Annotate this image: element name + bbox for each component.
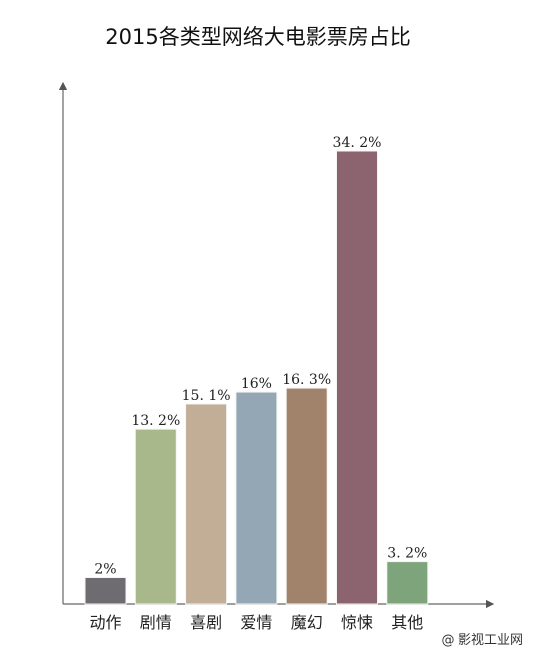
bar-6 [336, 150, 378, 605]
value-label-5: 16. 3% [282, 372, 331, 388]
bar-4 [235, 391, 278, 605]
category-label-4: 爱情 [240, 613, 272, 632]
bar-7 [386, 561, 429, 605]
bar-5 [285, 387, 328, 605]
watermark: @ 影视工业网 [442, 633, 524, 648]
category-label-1: 动作 [89, 613, 121, 632]
at-sign-icon: @ [442, 633, 455, 648]
bar-1 [84, 577, 127, 605]
value-label-3: 15. 1% [182, 388, 231, 404]
bar-3 [185, 403, 228, 605]
category-label-5: 魔幻 [291, 613, 323, 632]
value-label-group: 2% 13. 2%15. 1% 16% 16. 3% 34. 2% 3. 2% [94, 135, 427, 578]
value-label-7: 3. 2% [387, 546, 427, 562]
value-label-1: 2% [94, 562, 116, 578]
value-label-2: 13. 2% [131, 413, 180, 429]
category-label-2: 剧情 [140, 613, 172, 632]
value-label-4: 16% [241, 376, 272, 392]
category-label-3: 喜剧 [190, 613, 222, 632]
value-label-6: 34. 2% [333, 135, 382, 151]
category-label-7: 其他 [391, 613, 423, 632]
bar-group [84, 150, 429, 605]
category-label-6: 惊悚 [341, 613, 373, 632]
category-label-group: 动作 剧情 喜剧 爱情 魔幻 惊悚 其他 [89, 613, 423, 632]
bar-2 [134, 428, 177, 605]
chart-title: 2015各类型网络大电影票房占比 [105, 25, 410, 49]
watermark-text: 影视工业网 [458, 633, 523, 648]
